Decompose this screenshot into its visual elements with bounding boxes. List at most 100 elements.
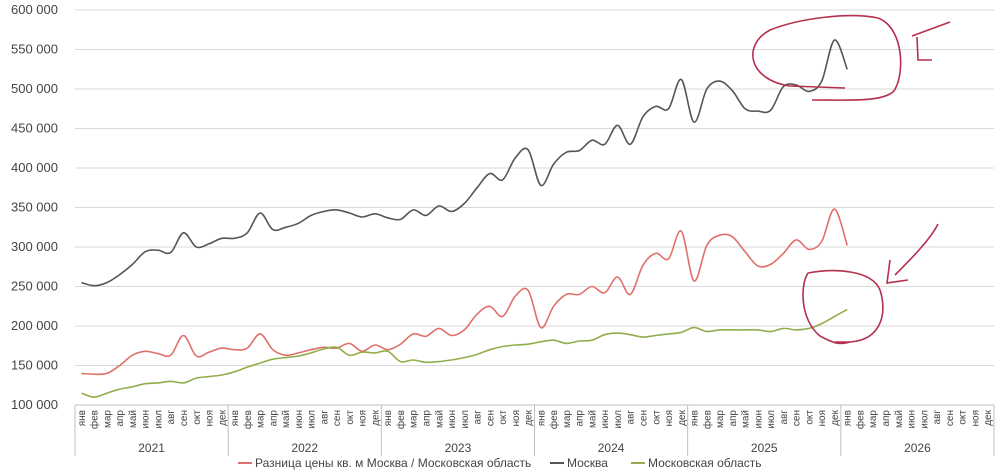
x-tick-label-month: июн: [447, 410, 458, 429]
x-tick-label-month: июн: [907, 410, 918, 429]
x-tick-label-month: мар: [409, 410, 420, 428]
x-tick-label-month: апр: [268, 410, 279, 427]
x-tick-label-month: фев: [89, 410, 101, 429]
series-lines: [81, 39, 848, 398]
x-tick-label-month: фев: [242, 410, 254, 429]
x-tick-label-month: окт: [958, 410, 969, 425]
x-tick-label-month: июл: [460, 410, 471, 429]
x-tick-label-month: июл: [613, 410, 624, 429]
x-tick-label-month: июн: [294, 410, 305, 429]
x-tick-label-month: мар: [562, 410, 573, 428]
legend-item-moscow-region: Московская область: [631, 456, 762, 470]
x-year-label: 2022: [291, 441, 318, 455]
x-tick-label-month: ноя: [664, 410, 675, 427]
annotation-arrow-bottom: [886, 223, 939, 284]
y-tick-label: 150 000: [11, 358, 58, 373]
x-tick-label-month: окт: [804, 410, 815, 425]
series-price-difference-line: [81, 208, 848, 376]
x-tick-label-month: июн: [753, 410, 764, 429]
y-tick-label: 400 000: [11, 160, 58, 175]
x-tick-label-month: янв: [843, 410, 854, 426]
x-tick-label-month: авг: [319, 410, 330, 425]
annotation-circle-top: [752, 14, 902, 101]
x-tick-label-month: май: [741, 410, 752, 428]
x-tick-label-month: фев: [854, 410, 866, 429]
y-tick-label: 100 000: [11, 397, 58, 412]
x-tick-label-month: сен: [485, 410, 496, 426]
x-year-label: 2025: [751, 441, 778, 455]
x-tick-label-month: апр: [728, 410, 739, 427]
x-tick-label-month: ноя: [970, 410, 981, 427]
x-tick-label-month: апр: [881, 410, 892, 427]
x-tick-label-month: май: [281, 410, 292, 428]
x-tick-label-month: июл: [307, 410, 318, 429]
x-tick-label-month: мар: [715, 410, 726, 428]
x-tick-label-month: авг: [166, 410, 177, 425]
x-tick-label-month: фев: [395, 410, 407, 429]
x-tick-label-month: окт: [651, 410, 662, 425]
x-tick-label-month: окт: [345, 410, 356, 425]
y-tick-label: 300 000: [11, 239, 58, 254]
x-tick-label-month: апр: [422, 410, 433, 427]
y-tick-label: 550 000: [11, 42, 58, 57]
x-tick-label-month: июн: [141, 410, 152, 429]
x-tick-label-month: апр: [115, 410, 126, 427]
x-tick-label-month: дек: [983, 409, 994, 425]
x-tick-label-month: май: [587, 410, 598, 428]
x-tick-label-month: сен: [792, 410, 803, 426]
x-year-label: 2021: [138, 441, 165, 455]
x-tick-label-month: сен: [945, 410, 956, 426]
x-tick-label-month: авг: [932, 410, 943, 425]
x-tick-label-month: ноя: [817, 410, 828, 427]
y-tick-label: 450 000: [11, 121, 58, 136]
hand-drawn-annotations: [752, 14, 951, 345]
y-tick-label: 200 000: [11, 318, 58, 333]
x-tick-label-month: ноя: [358, 410, 369, 427]
legend-label: Разница цены кв. м Москва / Московская о…: [255, 456, 531, 470]
x-tick-label-month: авг: [473, 410, 484, 425]
x-tick-label-month: окт: [498, 410, 509, 425]
x-tick-label-month: фев: [701, 410, 713, 429]
x-tick-label-month: май: [434, 410, 445, 428]
series-moscow-line: [81, 39, 848, 287]
x-tick-label-month: фев: [548, 410, 560, 429]
x-tick-label-month: мар: [868, 410, 879, 428]
x-year-label: 2026: [904, 441, 931, 455]
series-moscow-region-line: [81, 308, 848, 398]
y-tick-label: 350 000: [11, 200, 58, 215]
legend-label: Московская область: [648, 456, 762, 470]
x-tick-label-month: окт: [192, 410, 203, 425]
x-tick-label-month: дек: [830, 409, 841, 425]
x-tick-label-month: сен: [179, 410, 190, 426]
x-tick-label-month: янв: [77, 410, 88, 426]
x-tick-label-month: сен: [332, 410, 343, 426]
x-tick-label-month: май: [894, 410, 905, 428]
x-year-label: 2024: [598, 441, 625, 455]
annotation-arrow-top: [911, 21, 951, 61]
x-tick-label-month: дек: [524, 409, 535, 425]
x-tick-label-month: май: [128, 410, 139, 428]
x-tick-label-month: дек: [677, 409, 688, 425]
legend-item-price-difference: Разница цены кв. м Москва / Московская о…: [238, 456, 531, 470]
x-tick-label-month: дек: [217, 409, 228, 425]
legend: Разница цены кв. м Москва / Московская о…: [238, 456, 762, 470]
x-tick-label-month: мар: [256, 410, 267, 428]
x-tick-label-month: июл: [153, 410, 164, 429]
x-tick-label-month: авг: [779, 410, 790, 425]
x-tick-label-month: янв: [690, 410, 701, 426]
y-tick-label: 600 000: [11, 2, 58, 17]
x-year-label: 2023: [445, 441, 472, 455]
y-axis-tick-labels: 100 000 150 000 200 000 250 000 300 000 350 0…: [11, 2, 58, 412]
legend-item-moscow: Москва: [550, 456, 608, 470]
x-tick-label-month: июн: [600, 410, 611, 429]
x-tick-label-month: апр: [575, 410, 586, 427]
x-axis: янв фев мар апр май июн июл авг сен окт ноя дек янв ф…: [74, 404, 995, 456]
x-tick-label-month: янв: [383, 410, 394, 426]
legend-label: Москва: [567, 456, 608, 470]
x-tick-label-month: ноя: [205, 410, 216, 427]
x-tick-label-month: сен: [638, 410, 649, 426]
x-tick-label-month: июл: [919, 410, 930, 429]
annotation-circle-bottom: [802, 269, 884, 345]
y-tick-label: 500 000: [11, 81, 58, 96]
